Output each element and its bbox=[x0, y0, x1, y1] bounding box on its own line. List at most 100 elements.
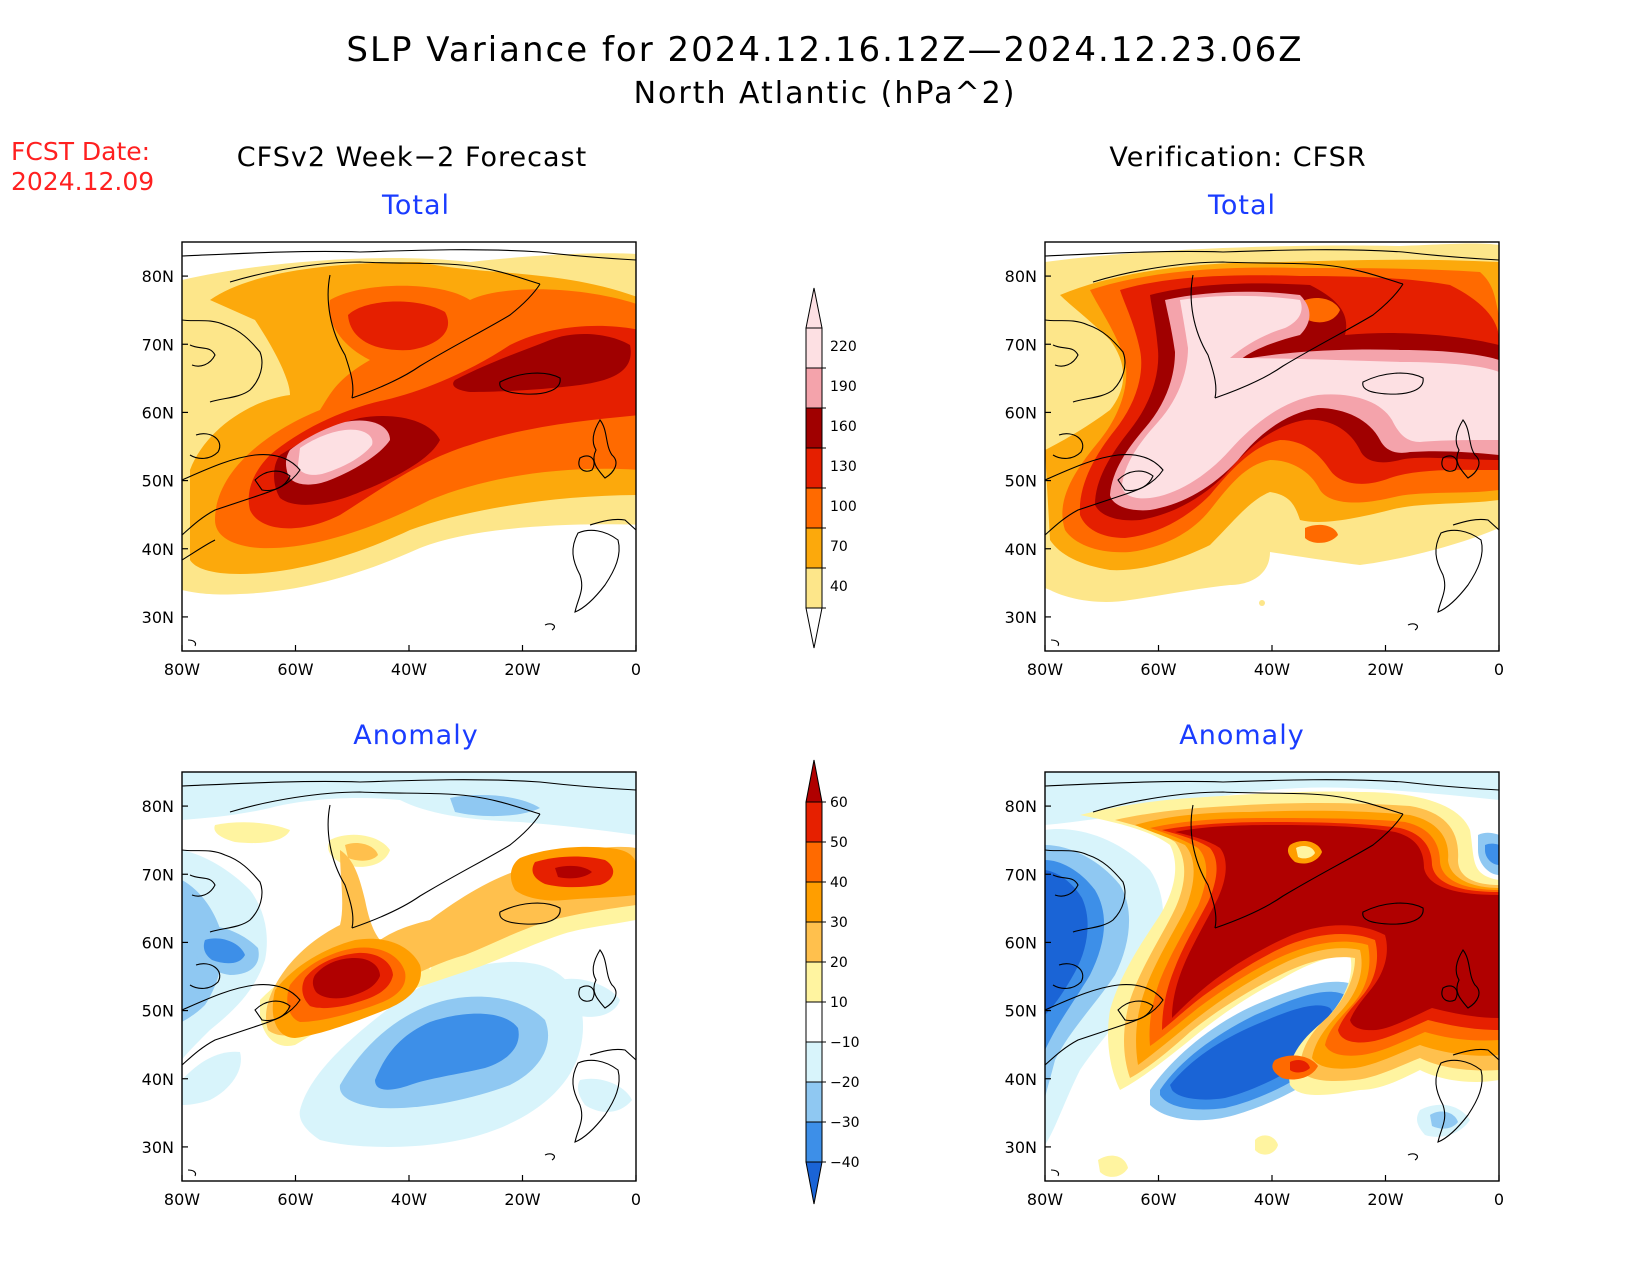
panel-title-verification-anomaly: Anomaly bbox=[1179, 720, 1305, 751]
coastlines bbox=[182, 779, 636, 1177]
lat-tick-label: 70N bbox=[142, 335, 174, 354]
lon-tick-label: 0 bbox=[1494, 660, 1504, 679]
colorbar-bottom-arrow bbox=[805, 1161, 823, 1205]
lat-tick-label: 50N bbox=[1005, 472, 1037, 491]
colorbar-swatch bbox=[805, 1041, 823, 1083]
map-panel-forecast-anomaly bbox=[181, 771, 637, 1182]
coastlines bbox=[182, 249, 636, 647]
lat-tick-label: 40N bbox=[142, 1070, 174, 1089]
colorbar-swatch bbox=[805, 567, 823, 609]
lat-tick-label: 80N bbox=[142, 797, 174, 816]
colorbar-swatch bbox=[805, 921, 823, 963]
lat-tick-label: 30N bbox=[142, 1138, 174, 1157]
lat-tick-label: 50N bbox=[142, 472, 174, 491]
shading-layer bbox=[1045, 243, 1499, 647]
coastlines bbox=[1045, 779, 1499, 1177]
colorbar-label: 10 bbox=[830, 995, 848, 1011]
colorbar-label: 40 bbox=[830, 579, 848, 595]
colorbar-label: 130 bbox=[830, 459, 857, 475]
lon-tick-label: 60W bbox=[277, 1190, 313, 1209]
lon-tick-label: 40W bbox=[391, 660, 427, 679]
colorbar-label: −30 bbox=[830, 1115, 860, 1131]
colorbar-swatch bbox=[805, 841, 823, 883]
shading-layer bbox=[1045, 772, 1499, 1177]
colorbar-label: 60 bbox=[830, 795, 848, 811]
colorbar-label: 20 bbox=[830, 955, 848, 971]
colorbar-top-arrow bbox=[805, 287, 823, 329]
colorbar-top-arrow bbox=[805, 759, 823, 803]
colorbar-label: 40 bbox=[830, 875, 848, 891]
colorbar-label: 160 bbox=[830, 419, 857, 435]
panel-title-verification-total: Total bbox=[1207, 190, 1277, 221]
colorbar-label: −10 bbox=[830, 1035, 860, 1051]
column-heading-forecast: CFSv2 Week−2 Forecast bbox=[236, 142, 588, 173]
lat-tick-label: 70N bbox=[142, 865, 174, 884]
lat-tick-label: 40N bbox=[1005, 1070, 1037, 1089]
lon-tick-label: 80W bbox=[164, 660, 200, 679]
fcst-date-label: FCST Date: bbox=[11, 137, 151, 166]
colorbar-swatch bbox=[805, 801, 823, 843]
lon-tick-label: 20W bbox=[504, 1190, 540, 1209]
colorbar-label: 30 bbox=[830, 915, 848, 931]
fcst-date: FCST Date: 2024.12.09 bbox=[11, 137, 154, 197]
coastlines bbox=[1045, 249, 1499, 647]
lat-tick-label: 80N bbox=[1005, 797, 1037, 816]
lon-tick-label: 60W bbox=[1140, 660, 1176, 679]
column-heading-verification: Verification: CFSR bbox=[1109, 142, 1367, 173]
lat-tick-label: 60N bbox=[142, 403, 174, 422]
map-panel-verification-total bbox=[1044, 241, 1500, 652]
lon-tick-label: 80W bbox=[1027, 660, 1063, 679]
lon-tick-label: 80W bbox=[1027, 1190, 1063, 1209]
fcst-date-value: 2024.12.09 bbox=[11, 167, 155, 196]
colorbar-total: 40 70 100 130 160 190 220 bbox=[805, 287, 857, 649]
lat-tick-label: 80N bbox=[142, 267, 174, 286]
lat-tick-label: 30N bbox=[1005, 608, 1037, 627]
panel-title-forecast-anomaly: Anomaly bbox=[353, 720, 479, 751]
colorbar-swatch bbox=[805, 407, 823, 449]
lon-tick-label: 0 bbox=[631, 660, 641, 679]
colorbar-label: 100 bbox=[830, 499, 857, 515]
colorbar-swatch bbox=[805, 1121, 823, 1163]
lat-tick-label: 60N bbox=[142, 933, 174, 952]
figure-title: SLP Variance for 2024.12.16.12Z—2024.12.… bbox=[346, 30, 1304, 70]
colorbar-label: −40 bbox=[830, 1155, 860, 1171]
lon-tick-label: 0 bbox=[1494, 1190, 1504, 1209]
lon-tick-label: 0 bbox=[631, 1190, 641, 1209]
lon-tick-label: 20W bbox=[504, 660, 540, 679]
colorbar-label: 70 bbox=[830, 539, 848, 555]
lat-tick-label: 70N bbox=[1005, 865, 1037, 884]
colorbar-swatch bbox=[805, 447, 823, 489]
lat-tick-label: 80N bbox=[1005, 267, 1037, 286]
lat-tick-label: 40N bbox=[1005, 540, 1037, 559]
map-panel-verification-anomaly bbox=[1044, 771, 1500, 1182]
colorbar-swatch bbox=[805, 327, 823, 369]
lat-tick-label: 50N bbox=[1005, 1002, 1037, 1021]
colorbar-label: −20 bbox=[830, 1075, 860, 1091]
colorbar-swatch bbox=[805, 367, 823, 409]
lat-tick-label: 40N bbox=[142, 540, 174, 559]
lon-tick-label: 40W bbox=[1254, 1190, 1290, 1209]
colorbar-swatch bbox=[805, 961, 823, 1003]
lat-tick-label: 30N bbox=[1005, 1138, 1037, 1157]
lon-tick-label: 80W bbox=[164, 1190, 200, 1209]
lon-tick-label: 20W bbox=[1367, 660, 1403, 679]
lat-tick-label: 60N bbox=[1005, 403, 1037, 422]
colorbar-swatch bbox=[805, 1001, 823, 1043]
colorbar-swatch bbox=[805, 527, 823, 569]
colorbar-swatch bbox=[805, 881, 823, 923]
colorbar-label: 50 bbox=[830, 835, 848, 851]
lat-tick-label: 50N bbox=[142, 1002, 174, 1021]
colorbar-anomaly: 60 50 40 30 20 10 −10 −20 −30 −40 bbox=[805, 759, 860, 1205]
shading-layer bbox=[182, 249, 636, 647]
lon-tick-label: 40W bbox=[1254, 660, 1290, 679]
colorbar-label: 220 bbox=[830, 339, 857, 355]
colorbar-swatch bbox=[805, 487, 823, 529]
lon-tick-label: 60W bbox=[277, 660, 313, 679]
colorbar-swatch bbox=[805, 1081, 823, 1123]
lat-tick-label: 70N bbox=[1005, 335, 1037, 354]
lon-tick-label: 20W bbox=[1367, 1190, 1403, 1209]
panel-title-forecast-total: Total bbox=[381, 190, 451, 221]
shading-layer bbox=[182, 772, 636, 1177]
lon-tick-label: 60W bbox=[1140, 1190, 1176, 1209]
